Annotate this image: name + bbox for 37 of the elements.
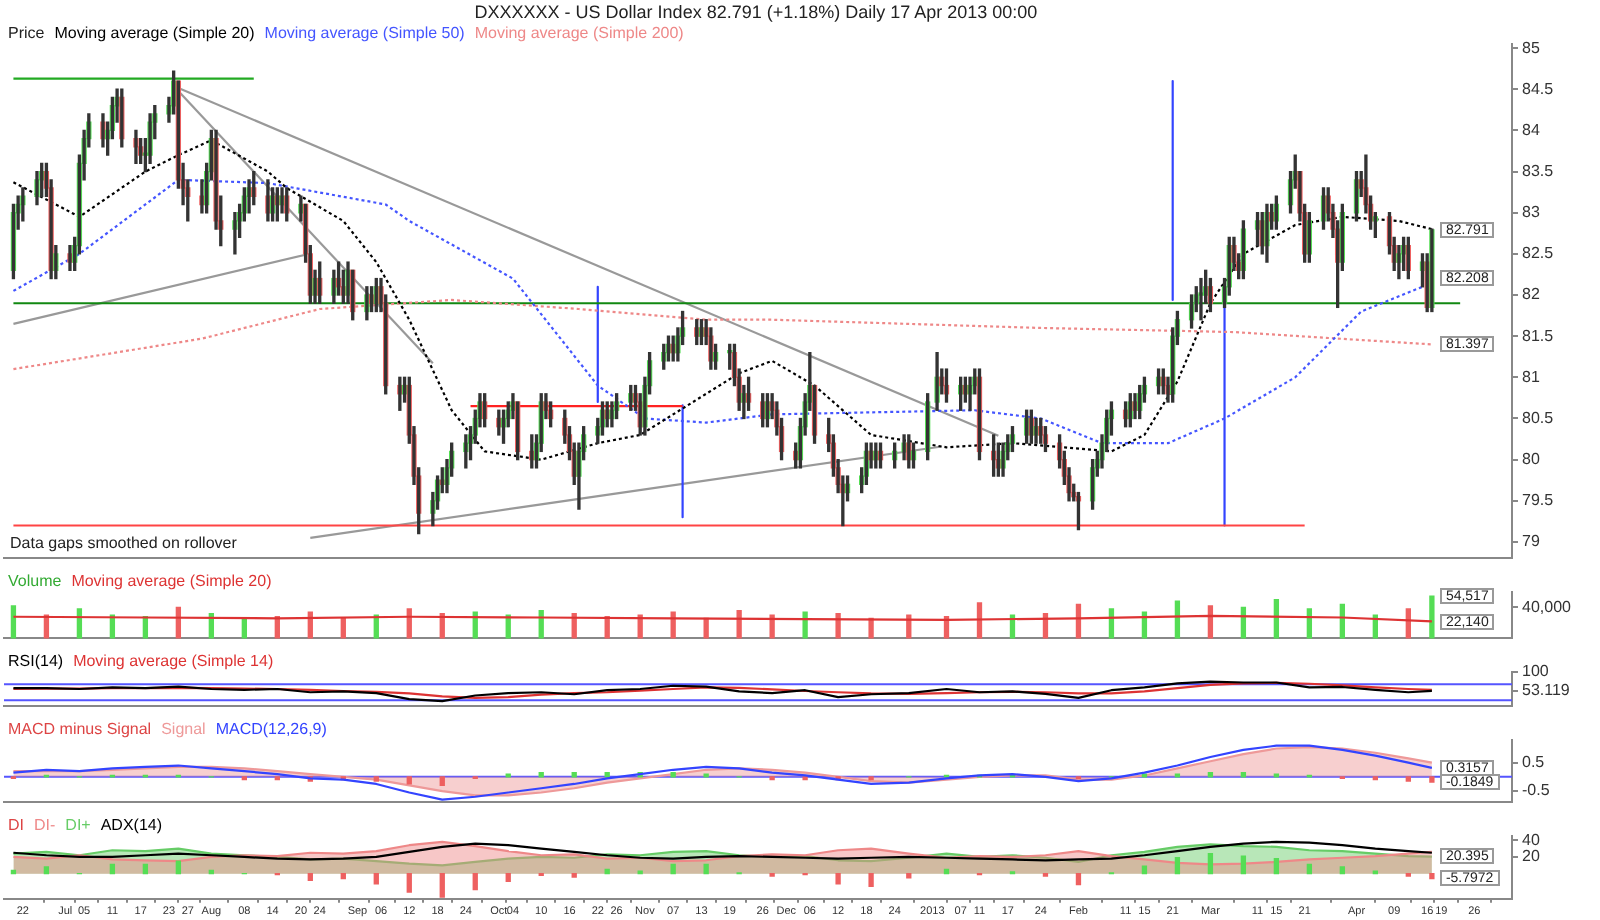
y-tick-label: 85 <box>1522 38 1541 57</box>
y-tick-label: 84 <box>1522 120 1541 139</box>
y-tick-label: 100 <box>1522 662 1550 681</box>
y-tick-label: 84.5 <box>1522 79 1555 98</box>
y-tick-label: 82.5 <box>1522 244 1555 263</box>
y-tick-label: 0.5 <box>1522 753 1546 772</box>
y-tick-label: 80 <box>1522 450 1541 469</box>
series-label: DI+ <box>65 816 91 834</box>
y-tick-label: 80.5 <box>1522 408 1555 427</box>
y-tick-label: 82 <box>1522 285 1541 304</box>
series-label: Moving average (Simple 14) <box>73 652 274 670</box>
text: MACD minus Signal <box>8 720 152 738</box>
text: Price <box>8 24 45 42</box>
y-tick-label: 20 <box>1522 847 1541 866</box>
text: Moving average (Simple 50) <box>264 24 465 42</box>
text: Moving average (Simple 200) <box>474 24 684 42</box>
y-tick-label: 53.119 <box>1522 681 1571 700</box>
y-tick-label: 81 <box>1522 367 1541 386</box>
text: Moving average (Simple 20) <box>54 24 255 42</box>
series-label: Volume <box>8 572 62 590</box>
chart-title: DXXXXXX - US Dollar Index 82.791 (+1.18%) Daily 17 Apr 2013 00:00 <box>472 0 1040 24</box>
y-tick-label: 40 <box>1522 830 1541 849</box>
series-label: MACD(12,26,9) <box>215 720 327 738</box>
series-label: Signal <box>161 720 206 738</box>
y-tick-label: 81.5 <box>1522 326 1555 345</box>
series-label: DI- <box>34 816 56 834</box>
series-label: RSI(14) <box>8 652 64 670</box>
y-tick-label: 40,000 <box>1522 597 1573 616</box>
y-tick-label: 79.5 <box>1522 491 1555 510</box>
y-tick-label: 83.5 <box>1522 161 1555 180</box>
y-tick-label: 79 <box>1522 532 1541 551</box>
text: DI <box>8 816 24 834</box>
series-label: ADX(14) <box>100 816 163 834</box>
y-tick-label: 83 <box>1522 203 1541 222</box>
series-label: Moving average (Simple 20) <box>71 572 272 590</box>
y-tick-label: -0.5 <box>1522 781 1551 800</box>
annotation: Data gaps smoothed on rollover <box>10 534 237 555</box>
